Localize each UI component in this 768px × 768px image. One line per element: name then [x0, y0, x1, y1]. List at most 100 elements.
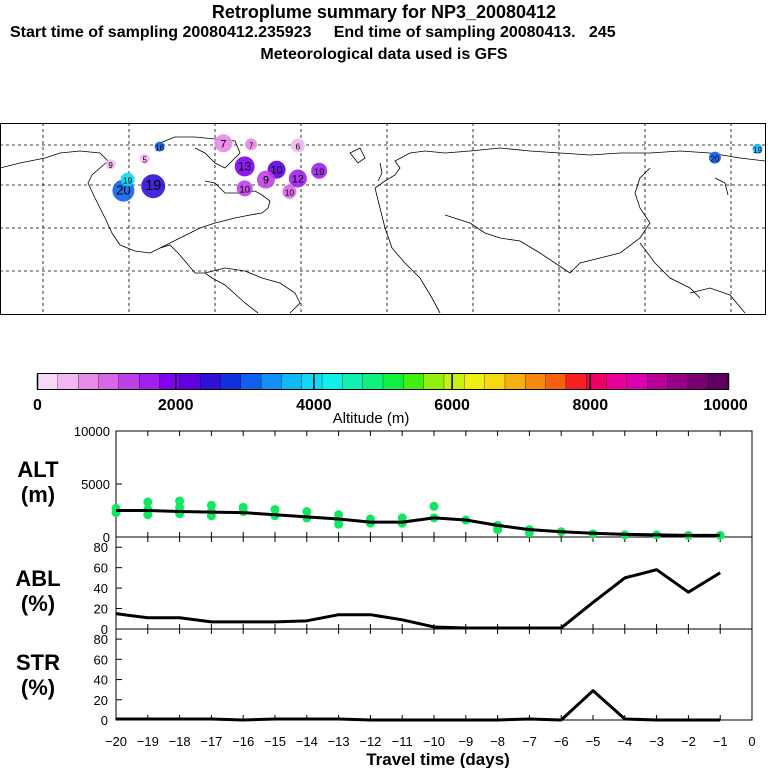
colorbar-cell [220, 373, 242, 390]
colorbar-tick-label: 2000 [158, 397, 194, 414]
pct-y-tick-label: 0 [101, 622, 108, 637]
alt-point [302, 507, 312, 517]
altitude-colorbar: 0 2000 4000 6000 8000 10000 Altitude (m) [33, 373, 748, 427]
colorbar-tick-label: 6000 [434, 397, 470, 414]
trajectory-marker [139, 153, 150, 164]
x-tick-label: −3 [649, 734, 664, 749]
trajectory-marker [290, 138, 305, 153]
colorbar-cell [647, 373, 668, 390]
trajectory-marker-label: 19 [145, 178, 161, 194]
colorbar-cell [565, 373, 587, 390]
panel-frame [115, 536, 753, 630]
colorbar-cell [525, 373, 547, 390]
trajectory-marker [236, 180, 253, 197]
colorbar-tick-label: 10000 [703, 397, 748, 414]
trajectory-marker-label: 5 [142, 156, 147, 165]
colorbar-cell [504, 373, 526, 390]
colorbar-tick-label: 8000 [573, 397, 609, 414]
x-tick-label: −16 [232, 734, 254, 749]
colorbar-cell [77, 373, 99, 390]
x-axis-ticks: −20 −19 −18 −17 −16 −15 −14 −13 −12 −11 −10 −9 −8 −7−… [105, 734, 756, 749]
alt-point [334, 519, 344, 529]
x-tick-label: −6 [554, 734, 569, 749]
trajectory-marker-label: 7 [220, 138, 226, 150]
x-tick-label: 0 [748, 734, 755, 749]
colorbar-cell [667, 373, 689, 390]
colorbar-cell [626, 373, 648, 390]
pct-y-tick-label: 40 [94, 581, 108, 596]
trajectory-marker [752, 143, 763, 154]
pct-y-tick-label: 60 [94, 561, 108, 576]
x-tick-label: −9 [458, 734, 473, 749]
trajectory-marker-label: 9 [263, 175, 269, 187]
time-series-panels: ALT (m) ABL (%) STR (%) 1000050000806040… [15, 424, 756, 768]
trajectory-marker-label: 19 [314, 167, 325, 178]
trajectory-marker-label: 10 [285, 188, 295, 198]
trajectory-marker [154, 141, 165, 152]
colorbar-cell [403, 373, 425, 390]
coastlines [0, 136, 766, 314]
series-line-str [116, 689, 721, 722]
x-axis-title: Travel time (days) [366, 750, 510, 768]
str-label: STR [16, 650, 60, 675]
alt-point [429, 501, 439, 511]
pct-y-tick-label: 60 [94, 652, 108, 667]
series-lines [115, 509, 721, 722]
x-tick-label: −2 [681, 734, 696, 749]
colorbar-cell [545, 373, 567, 390]
trajectory-marker [245, 138, 258, 151]
panel-frame [115, 628, 753, 721]
pct-y-tick-label: 20 [94, 602, 108, 617]
colorbar-cell [199, 373, 221, 390]
colorbar-cell [281, 373, 303, 390]
trajectory-marker-label: 10 [271, 165, 283, 177]
trajectory-marker [311, 162, 328, 179]
colorbar-cell [606, 373, 628, 390]
colorbar-cell [260, 373, 282, 390]
colorbar-cell [37, 373, 59, 390]
trajectory-marker-label: 20 [710, 155, 719, 164]
alt-point [175, 502, 185, 512]
x-tick-label: −17 [200, 734, 222, 749]
series-line-abl [115, 568, 721, 630]
x-tick-label: −18 [169, 734, 191, 749]
panel-frames [115, 430, 753, 721]
colorbar-cell [179, 373, 201, 390]
colorbar-cell [57, 373, 79, 390]
abl-unit: (%) [21, 591, 55, 616]
alt-point [143, 510, 153, 520]
alt-y-tick-label: 10000 [74, 424, 110, 439]
colorbar-cell [159, 373, 181, 390]
trajectory-marker-label: 6 [296, 142, 301, 152]
alt-point [175, 496, 185, 506]
colorbar-cell [240, 373, 262, 390]
trajectory-marker-label: 10 [239, 184, 250, 195]
trajectory-marker [141, 174, 166, 199]
trajectory-marker [234, 156, 255, 177]
x-tick-label: −8 [490, 734, 505, 749]
colorbar-cell [118, 373, 140, 390]
colorbar-cells [37, 373, 729, 390]
colorbar-cell [98, 373, 120, 390]
trajectory-marker-label: 9 [108, 161, 113, 170]
trajectory-marker [288, 169, 307, 188]
sampling-time-line: Start time of sampling 20080412.235923 E… [10, 24, 616, 41]
x-tick-label: −5 [586, 734, 601, 749]
x-tick-label: −4 [617, 734, 632, 749]
str-unit: (%) [21, 675, 55, 700]
abl-label: ABL [15, 566, 60, 591]
trajectory-marker-label: 7 [249, 141, 254, 150]
colorbar-cell [586, 373, 608, 390]
alt-y-tick-label: 5000 [81, 477, 110, 492]
colorbar-cell [423, 373, 445, 390]
trajectory-marker-label: 19 [123, 176, 133, 186]
x-tick-label: −1 [713, 734, 728, 749]
colorbar-cell [301, 373, 323, 390]
trajectory-marker-label: 12 [292, 174, 304, 186]
colorbar-cell [138, 373, 160, 390]
trajectory-marker [214, 134, 233, 153]
colorbar-cell [464, 373, 486, 390]
alt-label: ALT [17, 457, 59, 482]
